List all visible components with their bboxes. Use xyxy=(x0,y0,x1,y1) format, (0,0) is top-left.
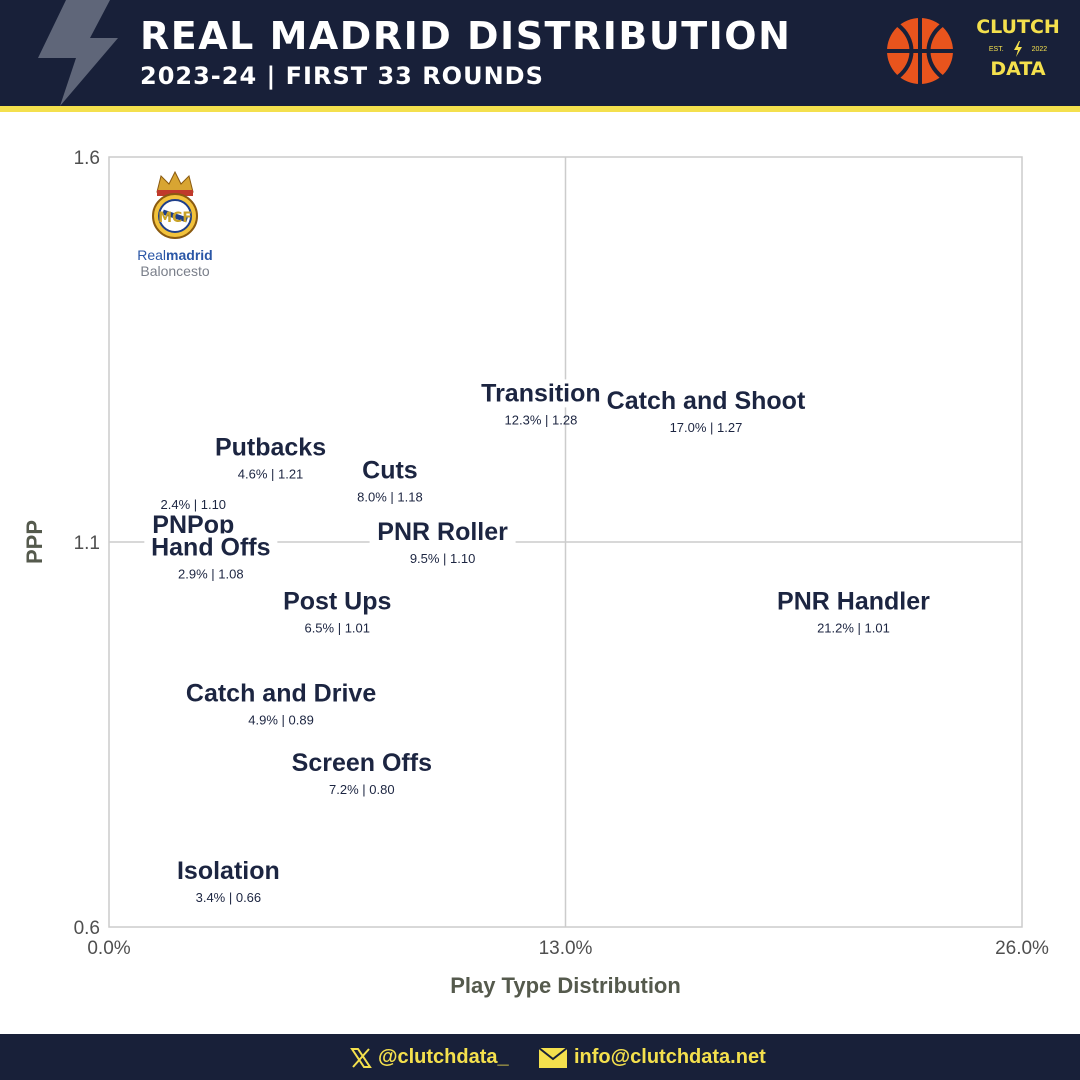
y-axis-title: PPP xyxy=(22,520,47,564)
x-tick-label: 0.0% xyxy=(87,938,130,959)
page-subtitle: 2023-24 | FIRST 33 ROUNDS xyxy=(140,62,544,90)
label-backing xyxy=(467,379,614,408)
lightning-bolt-icon xyxy=(38,0,118,106)
label-backing xyxy=(210,433,331,462)
data-point-putbacks: Putbacks 4.6% | 1.21 xyxy=(210,433,331,481)
crest-subtitle: Baloncesto xyxy=(140,263,210,279)
brand-top: CLUTCH xyxy=(976,16,1060,38)
crest-name: Realmadrid xyxy=(125,247,225,263)
point-detail: 3.4% | 0.66 xyxy=(196,890,262,905)
data-point-catch-and-drive: Catch and Drive 4.9% | 0.89 xyxy=(175,679,387,728)
twitter-handle-link[interactable]: @clutchdata_ xyxy=(350,1034,509,1080)
page-title: REAL MADRID DISTRIBUTION xyxy=(140,14,792,58)
y-tick-label: 1.6 xyxy=(74,148,100,169)
point-label: Cuts xyxy=(362,456,418,484)
point-detail: 9.5% | 1.10 xyxy=(410,551,476,566)
clutch-data-logo: CLUTCH EST. 2022 DATA xyxy=(968,14,1068,94)
label-backing xyxy=(277,587,398,616)
twitter-handle: @clutchdata_ xyxy=(378,1046,509,1068)
label-backing xyxy=(600,387,812,416)
data-point-hand-offs: Hand Offs 2.9% | 1.08 xyxy=(144,533,278,581)
crest-name-b: madrid xyxy=(166,247,213,263)
point-label: Putbacks xyxy=(215,433,326,461)
y-tick-label: 0.6 xyxy=(74,918,100,939)
svg-text:MCF: MCF xyxy=(158,210,192,226)
data-point-post-ups: Post Ups 6.5% | 1.01 xyxy=(277,587,398,635)
point-label: Transition xyxy=(481,379,600,407)
data-point-transition: Transition 12.3% | 1.28 xyxy=(467,379,614,427)
x-tick-label: 26.0% xyxy=(995,938,1049,959)
point-detail: 8.0% | 1.18 xyxy=(357,489,423,504)
data-point-pnr-roller: PNR Roller 9.5% | 1.10 xyxy=(369,518,516,566)
data-point-pnr-handler: PNR Handler 21.2% | 1.01 xyxy=(773,587,933,635)
label-backing xyxy=(369,518,516,546)
point-detail: 21.2% | 1.01 xyxy=(817,620,890,635)
crown-crest-icon: MCF xyxy=(152,170,198,239)
point-detail: 4.9% | 0.89 xyxy=(248,713,314,728)
label-backing xyxy=(175,679,387,708)
data-point-screen-offs: Screen Offs 7.2% | 0.80 xyxy=(282,749,442,797)
crest-name-a: Real xyxy=(137,247,167,263)
point-detail: 7.2% | 0.80 xyxy=(329,782,395,797)
point-label: Screen Offs xyxy=(292,749,432,777)
brand-bottom: DATA xyxy=(990,58,1046,80)
small-bolt-icon xyxy=(1013,41,1022,57)
point-label: Hand Offs xyxy=(151,533,270,561)
email-address: info@clutchdata.net xyxy=(574,1046,766,1068)
header-stripe xyxy=(0,106,1080,112)
label-backing xyxy=(161,856,295,885)
label-backing xyxy=(282,749,442,777)
x-tick-label: 13.0% xyxy=(539,938,593,959)
footer-bar: @clutchdata_ info@clutchdata.net xyxy=(0,1034,1080,1080)
point-label: Post Ups xyxy=(283,587,391,615)
point-label: Catch and Drive xyxy=(186,680,376,708)
brand-est: EST. 2022 xyxy=(968,41,1068,57)
label-backing xyxy=(144,533,278,562)
y-tick-label: 1.1 xyxy=(74,533,100,554)
data-point-catch-and-shoot: Catch and Shoot 17.0% | 1.27 xyxy=(600,387,812,435)
basketball-icon xyxy=(887,18,953,84)
point-label: Catch and Shoot xyxy=(607,387,806,415)
x-axis-title: Play Type Distribution xyxy=(450,973,681,998)
data-point-cuts: Cuts 8.0% | 1.18 xyxy=(355,456,424,504)
data-point-isolation: Isolation 3.4% | 0.66 xyxy=(161,856,295,905)
brand-est-label: EST. xyxy=(988,45,1004,53)
label-backing xyxy=(355,456,424,485)
mail-icon xyxy=(538,1046,568,1068)
scatter-chart: 0.0% 13.0% 26.0% 0.6 1.1 1.6 Play Type Distrib… xyxy=(22,148,1049,998)
point-label: PNR Handler xyxy=(777,587,930,615)
real-madrid-crest: MCF Realmadrid Baloncesto xyxy=(125,170,225,280)
point-detail: 2.4% | 1.10 xyxy=(161,497,227,512)
point-label: Isolation xyxy=(177,857,280,885)
label-backing xyxy=(773,587,933,616)
email-link[interactable]: info@clutchdata.net xyxy=(538,1034,766,1080)
brand-est-year: 2022 xyxy=(1031,45,1048,53)
point-detail: 6.5% | 1.01 xyxy=(304,620,370,635)
point-detail: 2.9% | 1.08 xyxy=(178,566,244,581)
point-detail: 12.3% | 1.28 xyxy=(505,412,578,427)
point-detail: 17.0% | 1.27 xyxy=(670,420,743,435)
header-bar: REAL MADRID DISTRIBUTION 2023-24 | FIRST… xyxy=(0,0,1080,106)
point-detail: 4.6% | 1.21 xyxy=(238,466,304,481)
point-label: PNR Roller xyxy=(377,518,508,546)
x-twitter-icon xyxy=(350,1047,372,1068)
